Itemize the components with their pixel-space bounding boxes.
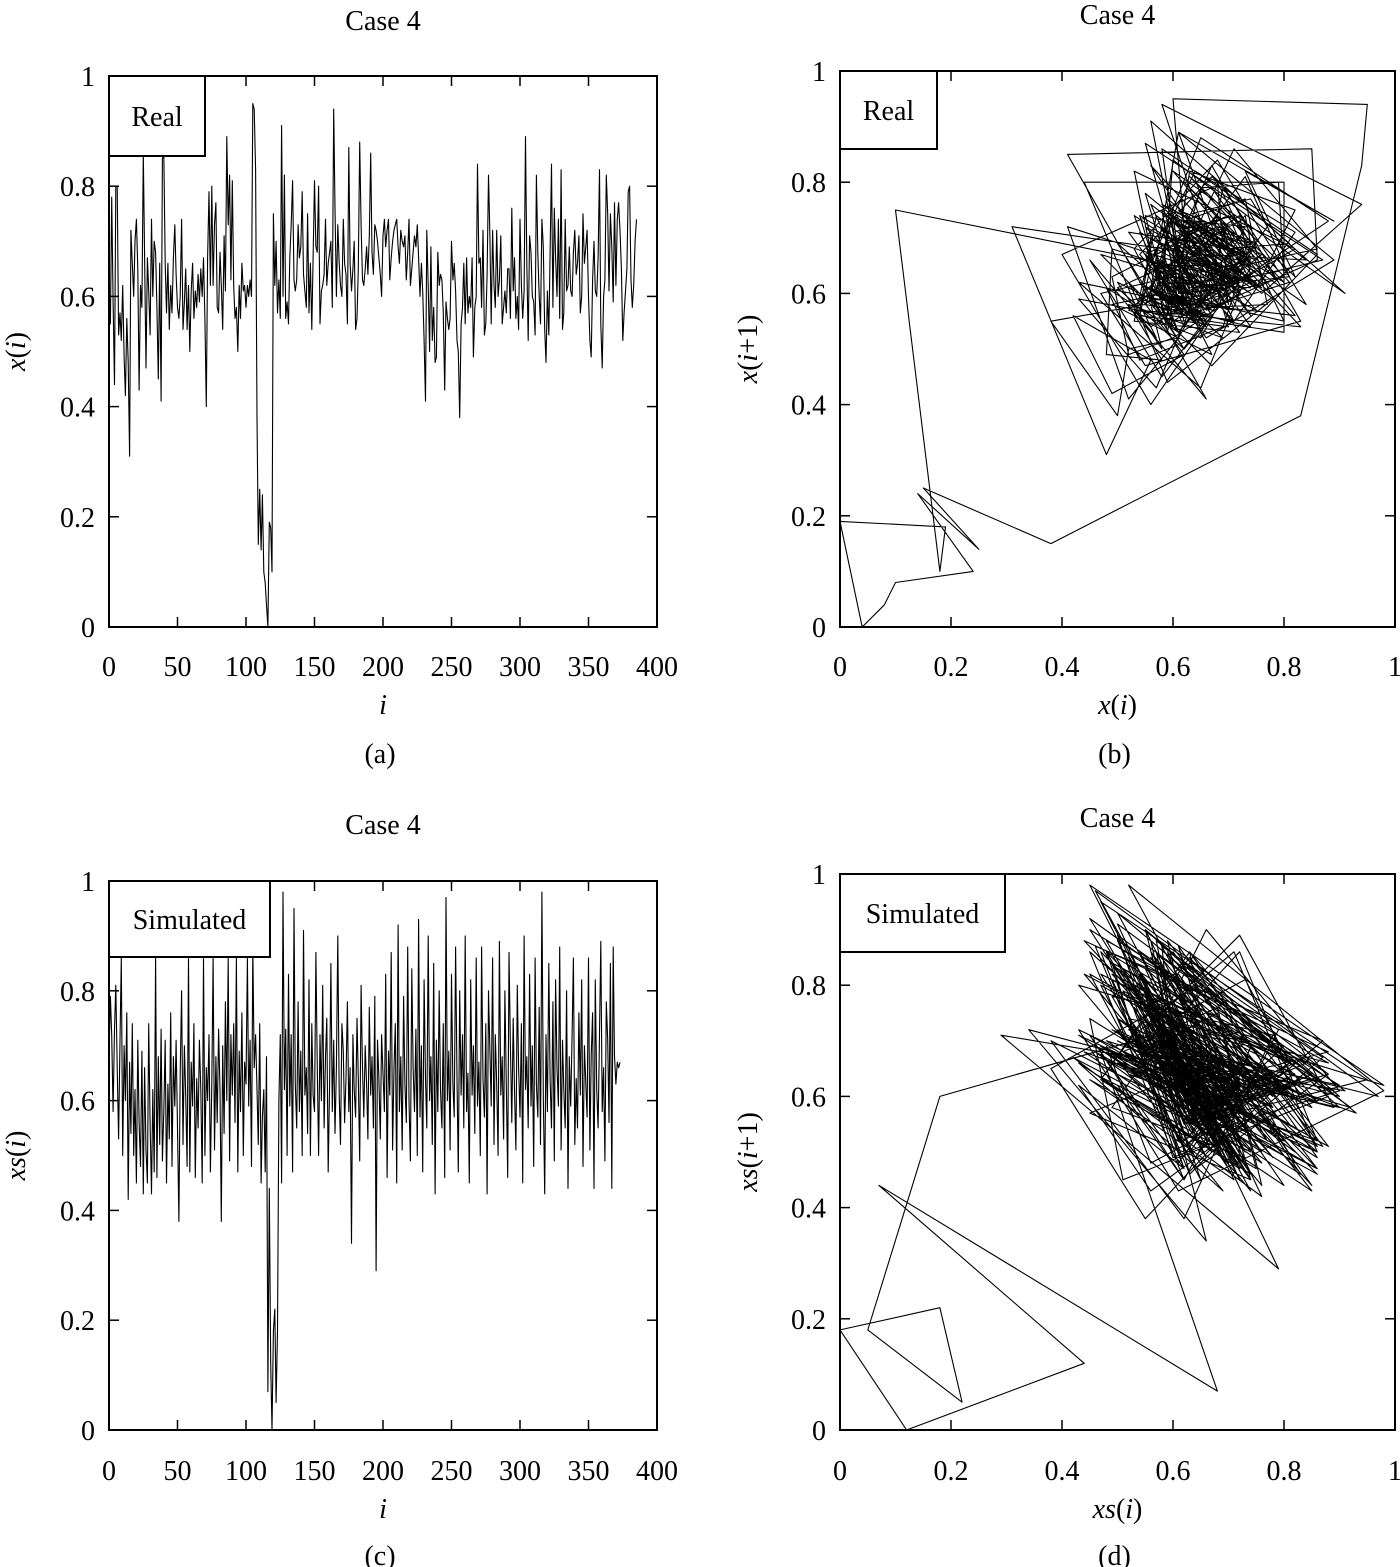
panel-caption: (c) <box>364 1541 395 1567</box>
plot-frame <box>839 70 1396 628</box>
x-tick-label: 0.2 <box>934 1456 969 1487</box>
x-tick-label: 150 <box>294 652 336 683</box>
y-tick-label: 0.2 <box>60 1306 95 1337</box>
legend-label: Real <box>131 102 183 133</box>
panel-caption: (d) <box>1098 1541 1131 1567</box>
y-tick-label: 1 <box>81 62 95 93</box>
y-tick-label: 0.4 <box>791 1194 826 1225</box>
y-tick-label: 0 <box>81 613 95 644</box>
y-axis-label: x(i) <box>1 332 32 372</box>
x-tick-label: 300 <box>499 652 541 683</box>
plot-frame <box>839 873 1396 1431</box>
x-tick-label: 0 <box>833 1456 847 1487</box>
legend-label: Real <box>863 96 915 127</box>
y-tick-label: 0.4 <box>60 1196 95 1227</box>
chart-title: Case 4 <box>1080 803 1155 834</box>
y-tick-label: 0.4 <box>791 391 826 422</box>
series-line-simulated <box>108 891 621 1431</box>
y-tick-label: 0.2 <box>60 503 95 534</box>
x-axis-label: xs(i) <box>1092 1494 1143 1525</box>
y-tick-label: 0.2 <box>791 1305 826 1336</box>
x-tick-label: 0 <box>102 652 116 683</box>
x-axis-label: x(i) <box>1097 690 1137 721</box>
x-tick-label: 250 <box>431 652 473 683</box>
y-tick-label: 1 <box>81 867 95 898</box>
y-tick-label: 0 <box>81 1416 95 1447</box>
y-axis-label: x(i+1) <box>733 315 764 385</box>
x-tick-label: 100 <box>225 652 267 683</box>
x-tick-label: 0.8 <box>1267 652 1302 683</box>
panel-b: Case 4 0 0.2 0.4 0.6 0.8 1 0 0.2 0.4 0.6 0.8 1 Real x(… <box>733 0 1400 770</box>
x-tick-label: 0.6 <box>1156 1456 1191 1487</box>
chart-title: Case 4 <box>345 810 420 841</box>
x-tick-label: 0.8 <box>1267 1456 1302 1487</box>
x-tick-label: 0 <box>102 1456 116 1487</box>
x-tick-label: 0.4 <box>1045 652 1080 683</box>
y-tick-label: 0 <box>812 613 826 644</box>
y-axis-label: xs(i+1) <box>733 1112 764 1193</box>
x-tick-label: 300 <box>499 1456 541 1487</box>
y-tick-label: 0 <box>812 1416 826 1447</box>
x-tick-label: 400 <box>636 1456 678 1487</box>
legend-box <box>839 70 938 150</box>
x-tick-label: 350 <box>568 1456 610 1487</box>
y-tick-label: 0.8 <box>791 971 826 1002</box>
y-tick-label: 0.6 <box>791 279 826 310</box>
chart-title: Case 4 <box>345 6 420 37</box>
plot-frame <box>108 75 658 628</box>
y-axis-label: xs(i) <box>1 1131 32 1182</box>
chart-title: Case 4 <box>1080 0 1155 31</box>
y-tick-label: 0.8 <box>60 977 95 1008</box>
series-line-real <box>839 98 1368 628</box>
series-line-simulated <box>839 884 1385 1431</box>
x-tick-label: 200 <box>362 652 404 683</box>
x-tick-label: 50 <box>164 652 192 683</box>
x-tick-label: 400 <box>636 652 678 683</box>
legend-label: Simulated <box>866 899 980 930</box>
panel-c: Case 4 0 50 100 150 200 250 300 350 400 0 0.2 0.4 0.6… <box>1 810 678 1567</box>
panel-caption: (b) <box>1098 739 1131 770</box>
x-tick-label: 1 <box>1388 652 1400 683</box>
x-tick-label: 350 <box>568 652 610 683</box>
y-tick-label: 0.4 <box>60 393 95 424</box>
y-tick-label: 0.8 <box>60 172 95 203</box>
y-tick-label: 0.6 <box>60 282 95 313</box>
x-tick-label: 100 <box>225 1456 267 1487</box>
plot-frame <box>108 880 658 1431</box>
y-tick-label: 1 <box>812 860 826 891</box>
x-tick-label: 0.2 <box>934 652 969 683</box>
panel-d: Case 4 0 0.2 0.4 0.6 0.8 1 0 0.2 0.4 0.6 0.8 1 Simula… <box>733 803 1400 1567</box>
y-tick-label: 0.2 <box>791 502 826 533</box>
y-tick-label: 0.8 <box>791 168 826 199</box>
x-tick-label: 200 <box>362 1456 404 1487</box>
legend-box <box>839 873 1006 953</box>
x-tick-label: 0 <box>833 652 847 683</box>
panel-a: Case 4 0 50 100 150 200 250 300 350 400 0 0.2 0.4 0.6… <box>1 6 678 770</box>
x-tick-label: 0.4 <box>1045 1456 1080 1487</box>
x-tick-label: 250 <box>431 1456 473 1487</box>
legend-box <box>108 75 206 157</box>
x-axis-label: i <box>379 690 387 721</box>
x-tick-label: 50 <box>164 1456 192 1487</box>
legend-box <box>108 880 271 958</box>
x-tick-label: 0.6 <box>1156 652 1191 683</box>
x-tick-label: 1 <box>1388 1456 1400 1487</box>
panel-caption: (a) <box>364 739 395 770</box>
x-axis-label: i <box>379 1494 387 1525</box>
x-tick-label: 150 <box>294 1456 336 1487</box>
series-line-real <box>108 103 638 628</box>
legend-label: Simulated <box>133 905 247 936</box>
y-tick-label: 0.6 <box>791 1082 826 1113</box>
y-tick-label: 0.6 <box>60 1087 95 1118</box>
y-tick-label: 1 <box>812 57 826 88</box>
